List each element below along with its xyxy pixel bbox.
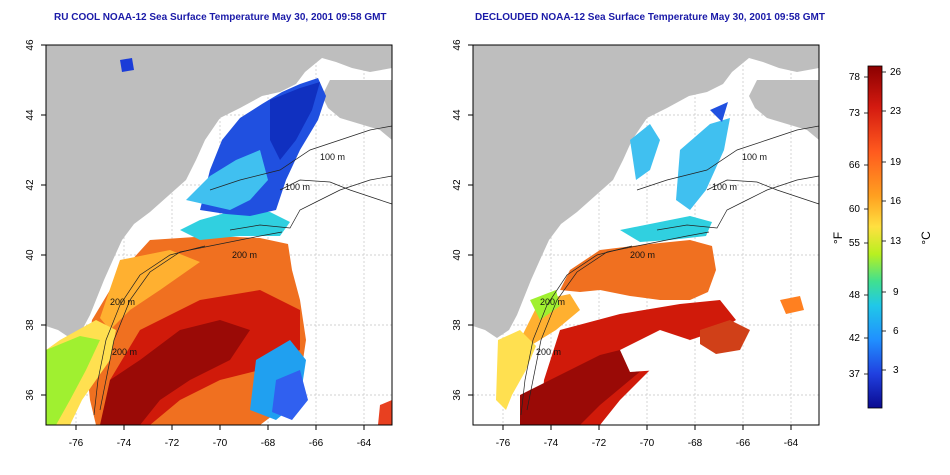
colorbar-ticks [864, 71, 886, 375]
right-sst-warm [560, 240, 716, 300]
fahrenheit-labels: 78 73 66 60 55 48 42 37 [849, 72, 861, 380]
temperature-colorbar: 78 73 66 60 55 48 42 37 26 23 19 16 13 9… [831, 65, 933, 409]
left-axis-ticks [41, 44, 365, 430]
c-tick-label: 26 [890, 67, 902, 78]
lat-tick-label: 38 [25, 319, 36, 331]
left-contour-label: 200 m [232, 250, 257, 260]
c-tick-label: 3 [893, 365, 899, 376]
right-map-title: DECLOUDED NOAA-12 Sea Surface Temperatur… [475, 12, 825, 23]
f-tick-label: 55 [849, 238, 861, 249]
c-tick-label: 23 [890, 106, 902, 117]
right-land [473, 45, 819, 338]
right-map-frame [472, 44, 820, 426]
lon-tick-label: -76 [69, 438, 84, 449]
lat-tick-label: 40 [452, 249, 463, 261]
right-map: 100 m 100 m 200 m 200 m 200 m -76 -74 -7… [452, 39, 820, 449]
f-tick-label: 48 [849, 290, 861, 301]
left-lon-labels: -76 -74 -72 -70 -68 -66 -64 [69, 438, 372, 449]
right-contour-label: 100 m [712, 182, 737, 192]
lon-tick-label: -72 [165, 438, 180, 449]
celsius-labels: 26 23 19 16 13 9 6 3 [890, 67, 902, 376]
c-tick-label: 19 [890, 157, 902, 168]
right-contour-labels: 100 m 100 m 200 m 200 m 200 m [536, 152, 767, 357]
left-map-frame [45, 44, 393, 426]
lon-tick-label: -74 [117, 438, 132, 449]
left-map: 100 m 100 m 200 m 200 m 200 m -76 -74 -7… [25, 39, 393, 449]
lat-tick-label: 36 [25, 389, 36, 401]
f-tick-label: 78 [849, 72, 861, 83]
left-contour-label: 200 m [110, 297, 135, 307]
colorbar-gradient [867, 65, 883, 409]
c-tick-label: 9 [893, 287, 899, 298]
right-lon-labels: -76 -74 -72 -70 -68 -66 -64 [496, 438, 799, 449]
lon-tick-label: -68 [688, 438, 703, 449]
lon-tick-label: -70 [640, 438, 655, 449]
lat-tick-label: 44 [452, 109, 463, 121]
lat-tick-label: 44 [25, 109, 36, 121]
lat-tick-label: 46 [452, 39, 463, 51]
right-contour-label: 100 m [742, 152, 767, 162]
f-tick-label: 37 [849, 369, 861, 380]
c-tick-label: 13 [890, 236, 902, 247]
left-contour-label: 100 m [320, 152, 345, 162]
lat-tick-label: 42 [25, 179, 36, 191]
right-bathymetry-contours [520, 125, 820, 416]
lat-tick-label: 36 [452, 389, 463, 401]
right-contour-label: 200 m [536, 347, 561, 357]
fahrenheit-unit-label: °F [831, 232, 845, 244]
f-tick-label: 60 [849, 204, 861, 215]
lon-tick-label: -70 [213, 438, 228, 449]
lon-tick-label: -68 [261, 438, 276, 449]
left-bathymetry-contours [93, 125, 393, 416]
right-contour-label: 200 m [630, 250, 655, 260]
lon-tick-label: -66 [309, 438, 324, 449]
lon-tick-label: -74 [544, 438, 559, 449]
lon-tick-label: -76 [496, 438, 511, 449]
lat-tick-label: 38 [452, 319, 463, 331]
lat-tick-label: 42 [452, 179, 463, 191]
lon-tick-label: -64 [357, 438, 372, 449]
right-axis-ticks [468, 44, 792, 430]
left-contour-label: 100 m [285, 182, 310, 192]
lat-tick-label: 46 [25, 39, 36, 51]
lon-tick-label: -72 [592, 438, 607, 449]
left-lat-labels: 36 38 40 42 44 46 [25, 39, 36, 401]
lon-tick-label: -66 [736, 438, 751, 449]
lon-tick-label: -64 [784, 438, 799, 449]
f-tick-label: 66 [849, 160, 861, 171]
left-contour-labels: 100 m 100 m 200 m 200 m 200 m [110, 152, 345, 357]
lat-tick-label: 40 [25, 249, 36, 261]
f-tick-label: 73 [849, 108, 861, 119]
right-contour-label: 200 m [540, 297, 565, 307]
left-map-title: RU COOL NOAA-12 Sea Surface Temperature … [54, 12, 387, 23]
c-tick-label: 16 [890, 196, 902, 207]
left-land [46, 45, 392, 338]
left-contour-label: 200 m [112, 347, 137, 357]
right-lat-labels: 36 38 40 42 44 46 [452, 39, 463, 401]
f-tick-label: 42 [849, 333, 861, 344]
celsius-unit-label: °C [919, 231, 933, 245]
c-tick-label: 6 [893, 326, 899, 337]
